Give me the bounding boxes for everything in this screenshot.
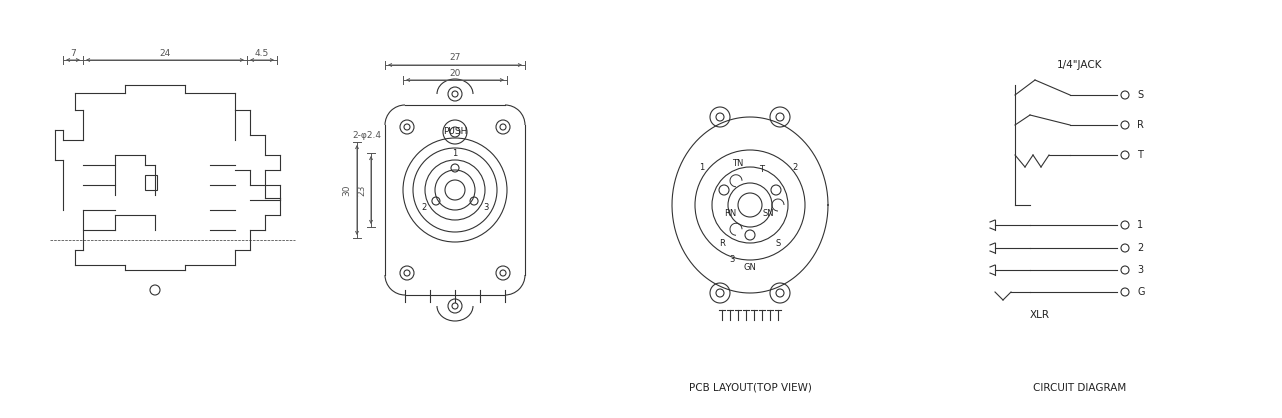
- Text: 3: 3: [1137, 265, 1144, 275]
- Text: XLR: XLR: [1029, 310, 1050, 320]
- Text: 1/4"JACK: 1/4"JACK: [1058, 60, 1103, 70]
- Text: 23: 23: [358, 184, 367, 196]
- Text: 2: 2: [792, 163, 797, 171]
- Text: T: T: [759, 166, 764, 174]
- Text: R: R: [1137, 120, 1144, 130]
- Text: 1: 1: [700, 163, 705, 171]
- Text: S: S: [776, 239, 781, 247]
- Text: 3: 3: [729, 255, 735, 265]
- Text: 2: 2: [1137, 243, 1144, 253]
- Bar: [145, 175, 156, 190]
- Text: R: R: [719, 239, 724, 247]
- Text: SN: SN: [763, 209, 774, 217]
- Text: CIRCUIT DIAGRAM: CIRCUIT DIAGRAM: [1033, 383, 1127, 393]
- Text: 1: 1: [453, 150, 458, 158]
- Text: GN: GN: [744, 263, 756, 272]
- Text: 27: 27: [449, 54, 460, 63]
- Text: PUSH: PUSH: [442, 127, 467, 137]
- Text: 2: 2: [422, 204, 427, 212]
- Text: 20: 20: [449, 69, 460, 77]
- Text: 3: 3: [483, 204, 488, 212]
- Text: TN: TN: [732, 158, 744, 168]
- Text: G: G: [1137, 287, 1145, 297]
- Text: 1: 1: [1137, 220, 1144, 230]
- Text: 7: 7: [71, 48, 76, 58]
- Text: S: S: [1137, 90, 1144, 100]
- Text: 30: 30: [342, 184, 351, 196]
- Text: 24: 24: [159, 48, 171, 58]
- Text: PCB LAYOUT(TOP VIEW): PCB LAYOUT(TOP VIEW): [688, 383, 812, 393]
- Text: RN: RN: [724, 209, 736, 217]
- Text: 2-φ2.4: 2-φ2.4: [353, 130, 382, 140]
- Text: T: T: [1137, 150, 1142, 160]
- Text: 4.5: 4.5: [255, 48, 269, 58]
